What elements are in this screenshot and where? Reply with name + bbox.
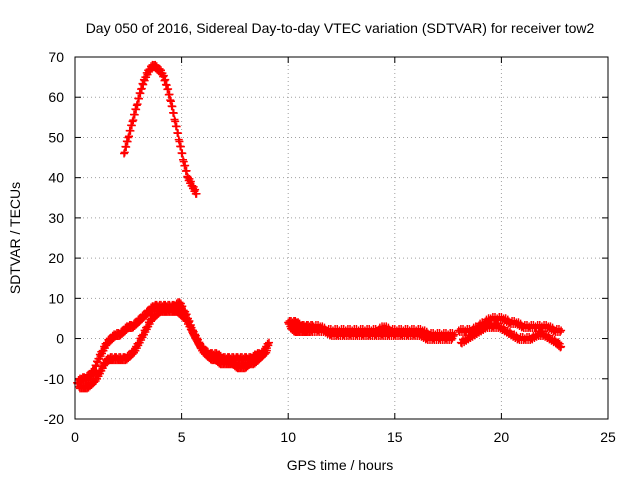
y-tick-label: -20	[44, 411, 64, 427]
grid	[75, 57, 608, 419]
x-tick-label: 5	[178, 429, 186, 445]
y-axis-label: SDTVAR / TECUs	[7, 182, 23, 294]
data-point-fill	[447, 336, 456, 345]
y-tick-label: 60	[48, 89, 64, 105]
data-point-fill	[556, 328, 565, 337]
plot-frame	[74, 56, 609, 420]
y-tick-label: 0	[56, 331, 64, 347]
x-tick-label: 10	[280, 429, 296, 445]
x-tick-label: 15	[387, 429, 403, 445]
y-tick-labels: -20 -10 0 10 20 30 40 50 60 70	[44, 49, 64, 427]
data-point	[557, 326, 566, 335]
data-points	[73, 60, 566, 393]
x-tick-labels: 0 5 10 15 20 25	[71, 429, 616, 445]
x-tick-label: 25	[600, 429, 616, 445]
data-point	[192, 189, 201, 198]
x-axis-label: GPS time / hours	[287, 457, 394, 473]
ticks	[74, 56, 609, 420]
y-tick-label: 20	[48, 250, 64, 266]
x-tick-label: 0	[71, 429, 79, 445]
y-tick-label: -10	[44, 371, 64, 387]
data-point	[557, 342, 566, 351]
y-tick-label: 10	[48, 290, 64, 306]
data-point	[262, 346, 271, 355]
data-point	[448, 334, 457, 343]
x-tick-label: 20	[494, 429, 510, 445]
y-tick-label: 50	[48, 129, 64, 145]
y-tick-label: 30	[48, 210, 64, 226]
chart-title: Day 050 of 2016, Sidereal Day-to-day VTE…	[86, 20, 595, 36]
data-point	[450, 330, 459, 339]
data-point	[265, 338, 274, 347]
y-tick-label: 40	[48, 170, 64, 186]
y-tick-label: 70	[48, 49, 64, 65]
